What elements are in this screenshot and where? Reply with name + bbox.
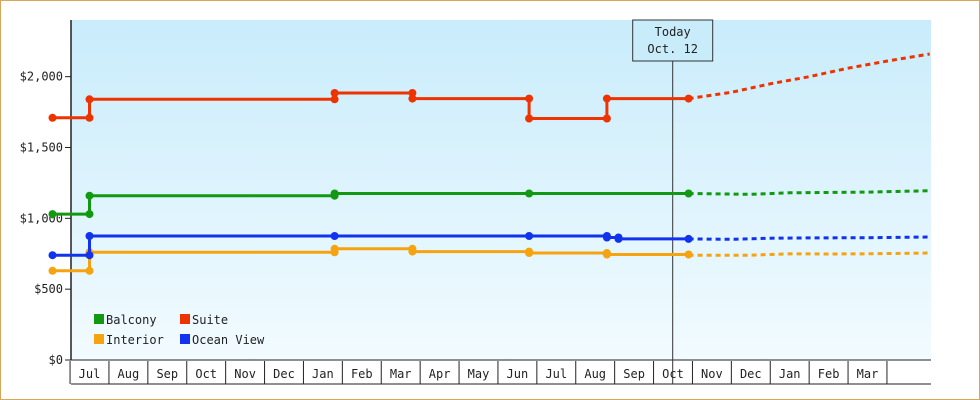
y-tick-label: $1,500	[20, 141, 63, 155]
legend-label-interior: Interior	[106, 333, 164, 347]
today-date: Oct. 12	[647, 42, 698, 56]
series-point-ocean-view	[525, 232, 534, 240]
series-point-suite	[525, 114, 534, 123]
y-tick-label: $500	[34, 282, 63, 296]
plot-background	[71, 20, 931, 360]
series-point-interior	[525, 249, 534, 257]
series-point-balcony	[48, 210, 57, 219]
series-point-ocean-view	[85, 251, 94, 260]
series-forecast-suite	[688, 52, 930, 101]
x-tick-label: Dec	[740, 367, 762, 381]
series-point-interior	[85, 266, 94, 275]
x-tick-label: Nov	[234, 367, 256, 381]
x-tick-label: Apr	[429, 367, 451, 381]
series-point-interior	[408, 247, 417, 256]
series-point-ocean-view	[602, 233, 611, 242]
x-tick-label: Feb	[818, 367, 840, 381]
x-tick-label: Nov	[701, 367, 723, 381]
series-point-suite	[602, 94, 611, 103]
series-point-balcony	[684, 189, 693, 198]
x-tick-label: Jul	[545, 367, 567, 381]
x-tick-label: Jan	[779, 367, 801, 381]
series-point-ocean-view	[614, 234, 623, 243]
y-tick-label: $0	[49, 353, 63, 367]
x-tick-label: Sep	[623, 367, 645, 381]
series-point-suite	[48, 113, 57, 122]
series-forecast-interior	[688, 251, 930, 257]
legend-label-balcony: Balcony	[106, 313, 157, 327]
series-point-interior	[684, 250, 693, 259]
series-point-suite	[525, 94, 534, 103]
legend-swatch-ocean-view	[180, 334, 190, 344]
y-tick-label: $2,000	[20, 70, 63, 84]
series-point-suite	[85, 113, 94, 122]
series-point-suite	[330, 95, 339, 104]
legend-label-suite: Suite	[192, 313, 228, 327]
x-tick-label: Mar	[390, 367, 412, 381]
x-tick-label: Aug	[118, 367, 140, 381]
x-tick-label: Sep	[156, 367, 178, 381]
series-point-suite	[602, 114, 611, 123]
series-forecast-ocean-view	[688, 235, 930, 241]
series-point-suite	[684, 94, 693, 103]
series-point-interior	[48, 266, 57, 275]
series-point-ocean-view	[330, 232, 339, 240]
series-point-balcony	[330, 189, 339, 198]
legend-swatch-interior	[94, 334, 104, 344]
series-point-suite	[330, 89, 339, 97]
x-tick-label: Dec	[273, 367, 295, 381]
series-point-balcony	[85, 210, 94, 219]
x-tick-label: Mar	[857, 367, 879, 381]
legend-swatch-balcony	[94, 314, 104, 324]
x-tick-label: May	[468, 367, 490, 381]
series-point-suite	[85, 95, 94, 104]
series-point-suite	[408, 89, 417, 97]
x-tick-label: Jun	[507, 367, 529, 381]
series-forecast-balcony	[688, 189, 930, 196]
series-point-ocean-view	[48, 251, 57, 260]
today-box	[632, 19, 714, 62]
x-tick-label: Oct	[195, 367, 217, 381]
series-point-interior	[602, 250, 611, 259]
series-point-balcony	[525, 189, 534, 198]
series-point-balcony	[85, 191, 94, 200]
x-tick-label: Jan	[312, 367, 334, 381]
series-point-suite	[408, 94, 417, 103]
legend-swatch-suite	[180, 314, 190, 324]
series-point-ocean-view	[684, 234, 693, 243]
x-tick-label: Aug	[584, 367, 606, 381]
series-point-interior	[330, 244, 339, 253]
series-point-ocean-view	[85, 232, 94, 240]
x-tick-label: Feb	[351, 367, 373, 381]
x-tick-label: Jul	[79, 367, 101, 381]
today-label: Today	[655, 25, 691, 39]
legend-label-ocean-view: Ocean View	[192, 333, 265, 347]
